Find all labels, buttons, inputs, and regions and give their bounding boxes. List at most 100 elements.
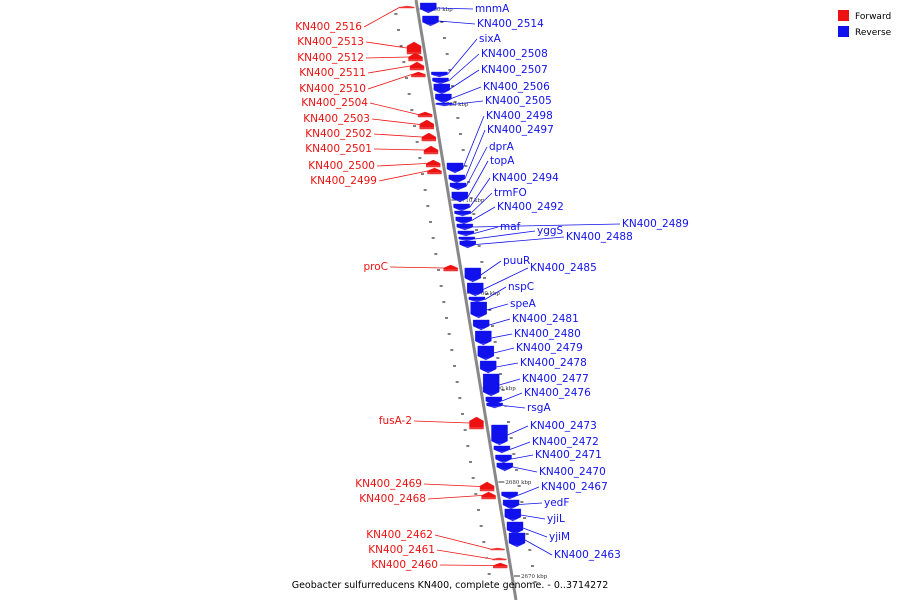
gene-feature xyxy=(427,167,442,175)
gene-feature xyxy=(421,132,437,142)
leader-line xyxy=(507,425,529,436)
map-title: Geobacter sulfurreducens KN400, complete… xyxy=(292,580,609,591)
gene-label-kn400-2485: KN400_2485 xyxy=(530,262,597,274)
gene-feature xyxy=(406,41,422,55)
gene-label-kn400-2469: KN400_2469 xyxy=(355,478,422,490)
gene-label-kn400-2506: KN400_2506 xyxy=(483,81,550,93)
legend-reverse-swatch xyxy=(838,26,849,37)
gene-label-kn400-2507: KN400_2507 xyxy=(481,64,548,76)
gene-feature xyxy=(453,203,470,212)
gene-feature xyxy=(491,424,508,446)
gene-feature xyxy=(422,15,439,27)
gene-feature xyxy=(448,174,466,184)
leader-line xyxy=(493,347,515,354)
leader-line xyxy=(520,514,546,520)
leader-line xyxy=(502,405,526,409)
leader-line xyxy=(472,223,621,228)
gene-label-yjil: yjiL xyxy=(547,513,565,525)
gene-label-dpra: dprA xyxy=(489,141,515,153)
gene-label-fusa-2: fusA-2 xyxy=(379,415,412,427)
leader-line xyxy=(471,206,496,221)
gene-feature xyxy=(458,236,476,242)
gene-label-kn400-2461: KN400_2461 xyxy=(368,544,435,556)
leader-line xyxy=(436,549,493,560)
gene-label-kn400-2502: KN400_2502 xyxy=(305,128,372,140)
leader-line xyxy=(474,230,536,240)
gene-label-kn400-2479: KN400_2479 xyxy=(516,342,583,354)
leader-line xyxy=(365,56,409,59)
leader-line xyxy=(467,160,489,198)
gene-feature xyxy=(426,159,441,168)
gene-feature xyxy=(472,319,490,331)
gene-label-kn400-2510: KN400_2510 xyxy=(299,83,366,95)
gene-feature xyxy=(470,301,487,319)
leader-line xyxy=(389,266,444,269)
leader-line xyxy=(452,100,484,105)
gene-feature xyxy=(433,83,451,95)
leader-line xyxy=(501,392,523,402)
gene-feature xyxy=(446,162,464,174)
legend-reverse-label: Reverse xyxy=(855,28,892,38)
scale-tick-label: 2670 kbp xyxy=(521,574,548,580)
gene-label-kn400-2514: KN400_2514 xyxy=(477,18,544,30)
gene-label-kn400-2470: KN400_2470 xyxy=(539,466,606,478)
leader-line xyxy=(496,362,519,368)
leader-line xyxy=(449,69,480,90)
gene-label-kn400-2513: KN400_2513 xyxy=(297,36,364,48)
gene-label-kn400-2500: KN400_2500 xyxy=(308,160,375,172)
gene-label-kn400-2492: KN400_2492 xyxy=(497,201,564,213)
gene-feature xyxy=(449,182,467,191)
gene-label-kn400-2489: KN400_2489 xyxy=(622,218,689,230)
gene-feature xyxy=(459,240,476,249)
gene-feature xyxy=(502,499,520,510)
legend-forward-swatch xyxy=(838,10,849,21)
gene-feature xyxy=(501,491,518,500)
gene-feature xyxy=(495,454,512,464)
leader-line xyxy=(434,534,491,550)
leader-line xyxy=(365,41,408,49)
gene-label-yggs: yggS xyxy=(537,225,564,237)
gene-label-kn400-2503: KN400_2503 xyxy=(303,113,370,125)
leader-line xyxy=(509,441,531,450)
gene-label-proc: proC xyxy=(363,261,388,273)
leader-line xyxy=(489,318,511,326)
gene-label-rsga: rsgA xyxy=(527,402,551,414)
leader-line xyxy=(470,192,493,214)
gene-feature xyxy=(464,267,482,283)
leader-line xyxy=(469,177,491,208)
gene-label-kn400-2472: KN400_2472 xyxy=(532,436,599,448)
leader-line xyxy=(378,170,428,182)
leader-line xyxy=(475,236,565,245)
scale-tick-label: 2690 kbp xyxy=(490,386,517,392)
leader-line xyxy=(483,267,529,290)
leader-line xyxy=(486,303,509,311)
leaders-layer xyxy=(363,6,621,566)
scale-tick-label: 2680 kbp xyxy=(505,480,532,486)
gene-feature xyxy=(479,360,497,374)
leader-line xyxy=(367,65,411,74)
gene-label-kn400-2512: KN400_2512 xyxy=(297,52,364,64)
gene-feature xyxy=(493,445,511,454)
leader-line xyxy=(436,7,474,10)
gene-feature xyxy=(475,330,492,346)
scale-tick-label: 2720 kbp xyxy=(442,102,469,108)
leader-line xyxy=(517,486,540,496)
legend: Forward Reverse xyxy=(838,10,892,38)
leader-line xyxy=(427,495,482,500)
scale-tick-label: 2730 kbp xyxy=(427,7,454,13)
leader-line xyxy=(373,148,425,151)
leader-line xyxy=(369,102,419,115)
gene-label-kn400-2468: KN400_2468 xyxy=(359,493,426,505)
gene-label-kn400-2504: KN400_2504 xyxy=(301,97,368,109)
gene-label-spea: speA xyxy=(510,298,537,310)
leader-line xyxy=(447,38,478,75)
leader-line xyxy=(519,502,543,505)
scale-tick-label: 2710 kbp xyxy=(458,198,485,204)
gene-label-yedf: yedF xyxy=(544,497,569,509)
gene-label-nspc: nspC xyxy=(508,281,534,293)
gene-label-kn400-2511: KN400_2511 xyxy=(299,67,366,79)
leader-line xyxy=(491,333,513,339)
gene-label-kn400-2516: KN400_2516 xyxy=(295,21,362,33)
gene-label-sixa: sixA xyxy=(479,33,502,45)
leader-line xyxy=(438,20,476,25)
